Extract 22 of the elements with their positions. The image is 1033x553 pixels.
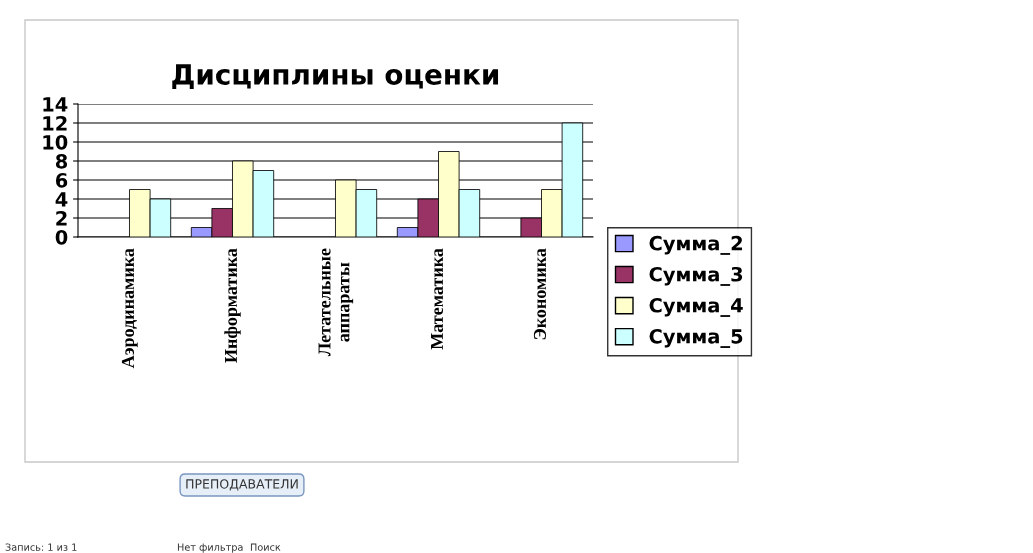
text: ПРЕПОДАВАТЕЛИ (186, 479, 298, 491)
x-tick-label: Математика (431, 248, 444, 350)
legend-label: Сумма_4 (649, 297, 743, 317)
x-tick-label: Летательные аппараты (318, 248, 354, 357)
chart-title: Дисциплины оценки (172, 64, 499, 89)
text: Запись: 1 из 1 (5, 543, 77, 551)
text: Поиск (250, 543, 281, 551)
y-tick-label: 2 (56, 210, 67, 226)
y-tick-label: 8 (55, 153, 68, 169)
y-tick-label: 0 (55, 229, 68, 245)
x-tick-label: Информатика (224, 248, 241, 363)
legend-label: Сумма_3 (649, 266, 743, 286)
x-tick-label: Аэродинамика (121, 248, 138, 369)
y-tick-label: 12 (43, 115, 67, 131)
y-tick-label: 14 (43, 97, 68, 112)
x-tick-label: Экономика (533, 248, 547, 340)
y-tick-label: 6 (55, 172, 68, 188)
y-tick-label: 10 (43, 134, 68, 150)
legend-label: Сумма_5 (649, 328, 743, 348)
text: Нет фильтра (177, 543, 243, 553)
legend-label: Сумма_2 (649, 235, 742, 255)
y-tick-label: 4 (55, 192, 68, 207)
